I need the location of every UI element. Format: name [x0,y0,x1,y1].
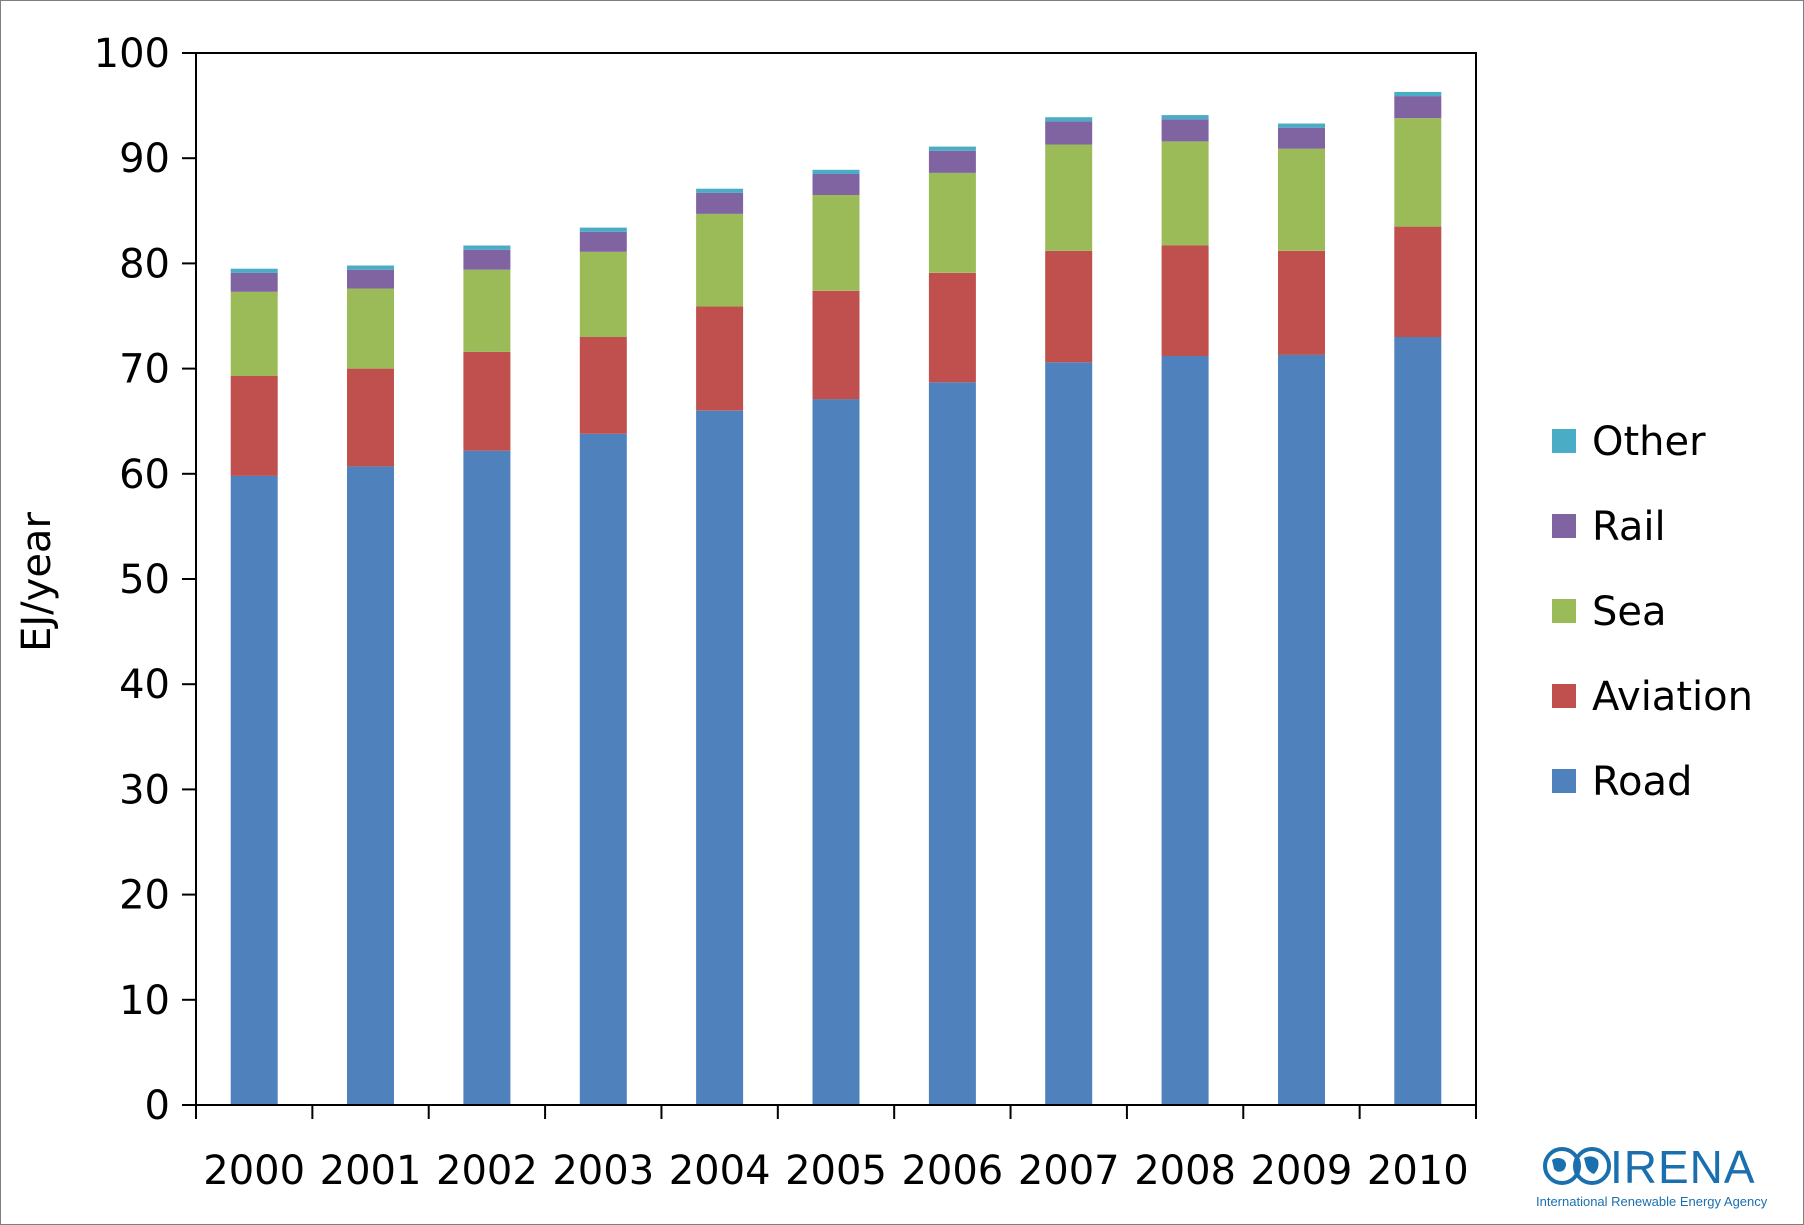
x-tick-label-2008: 2008 [1134,1148,1236,1194]
bar-sea-2006 [928,172,976,273]
legend-swatch-road [1552,769,1576,793]
x-tick-label-2007: 2007 [1018,1148,1120,1194]
bar-sea-2005 [812,195,860,291]
bar-aviation-2004 [696,306,744,411]
bar-aviation-2007 [1045,250,1093,363]
bar-rail-2010 [1394,96,1442,119]
bar-aviation-2005 [812,290,860,400]
logo-tagline: International Renewable Energy Agency [1536,1194,1768,1209]
y-tick-label-50: 50 [119,557,170,603]
bar-other-2009 [1278,123,1325,128]
bar-sea-2009 [1278,148,1325,251]
bar-sea-2007 [1045,144,1093,251]
bar-road-2009 [1278,354,1325,1105]
bar-rail-2005 [812,174,860,195]
bar-sea-2008 [1161,141,1209,246]
y-tick-label-60: 60 [119,452,170,498]
y-tick-label-10: 10 [119,978,170,1024]
bar-rail-2004 [696,192,744,214]
bar-aviation-2003 [579,337,627,434]
x-tick-label-2005: 2005 [785,1148,887,1194]
bar-other-2008 [1161,115,1209,120]
logo-wordmark: IRENA [1610,1141,1756,1193]
bar-sea-2010 [1394,118,1442,227]
bar-rail-2000 [230,272,278,292]
x-tick-label-2003: 2003 [552,1148,654,1194]
y-tick-label-40: 40 [119,662,170,708]
x-tick-label-2001: 2001 [320,1148,422,1194]
bar-sea-2004 [696,214,744,307]
bar-road-2005 [812,399,860,1106]
y-axis-label: EJ/year [14,512,60,652]
bar-sea-2003 [579,251,627,337]
bar-other-2006 [928,146,976,151]
bar-other-2010 [1394,91,1442,97]
globe-icon [1543,1147,1611,1185]
bar-rail-2008 [1161,119,1209,142]
y-tick-label-0: 0 [145,1083,170,1129]
bar-other-2004 [696,188,744,193]
bar-rail-2001 [347,269,394,289]
bar-rail-2003 [579,231,627,252]
bar-aviation-2002 [463,351,511,451]
x-tick-label-2009: 2009 [1251,1148,1353,1194]
bars-layer [230,91,1442,1106]
y-tick-label-100: 100 [94,31,170,77]
bar-other-2003 [579,227,627,232]
irena-logo: IRENA International Renewable Energy Age… [1536,1141,1768,1209]
bar-other-2000 [230,268,278,273]
bar-other-2007 [1045,117,1093,122]
bar-sea-2002 [463,269,511,352]
bar-rail-2002 [463,249,511,270]
bar-road-2002 [463,450,511,1105]
x-tick-label-2002: 2002 [436,1148,538,1194]
bar-other-2005 [812,169,860,174]
legend-label-aviation: Aviation [1592,674,1753,720]
bar-road-2010 [1394,337,1442,1105]
legend: Other Rail Sea Aviation Road [1552,419,1753,805]
y-tick-label-80: 80 [119,241,170,287]
legend-swatch-sea [1552,599,1576,623]
bar-road-2004 [696,410,744,1105]
bar-road-2001 [347,466,394,1105]
y-tick-label-20: 20 [119,873,170,919]
bar-aviation-2006 [928,272,976,383]
bar-rail-2009 [1278,127,1325,149]
legend-label-other: Other [1592,419,1706,465]
bar-road-2007 [1045,362,1093,1105]
bar-other-2002 [463,245,511,250]
y-tick-label-90: 90 [119,136,170,182]
bar-road-2000 [230,475,278,1105]
x-tick-label-2004: 2004 [669,1148,771,1194]
legend-label-road: Road [1592,759,1692,805]
legend-swatch-aviation [1552,684,1576,708]
y-tick-label-70: 70 [119,347,170,393]
bar-aviation-2001 [347,368,394,467]
x-tick-label-2000: 2000 [203,1148,305,1194]
legend-swatch-rail [1552,514,1576,538]
legend-label-sea: Sea [1592,589,1667,635]
bar-sea-2000 [230,291,278,376]
bar-aviation-2000 [230,376,278,476]
bar-aviation-2010 [1394,226,1442,338]
y-tick-label-30: 30 [119,767,170,813]
bar-road-2008 [1161,356,1209,1105]
bar-other-2001 [347,265,394,270]
bar-sea-2001 [347,288,394,369]
x-tick-label-2006: 2006 [901,1148,1003,1194]
bar-road-2006 [928,382,976,1105]
bar-aviation-2009 [1278,250,1325,355]
bar-rail-2006 [928,150,976,173]
bar-road-2003 [579,433,627,1105]
legend-swatch-other [1552,429,1576,453]
bar-rail-2007 [1045,121,1093,145]
x-tick-label-2010: 2010 [1367,1148,1469,1194]
legend-label-rail: Rail [1592,504,1666,550]
bar-aviation-2008 [1161,245,1209,356]
axes-layer: 0 10 20 30 40 50 60 70 80 90 100 2000 2001 2002 2003 20… [94,31,1477,1194]
